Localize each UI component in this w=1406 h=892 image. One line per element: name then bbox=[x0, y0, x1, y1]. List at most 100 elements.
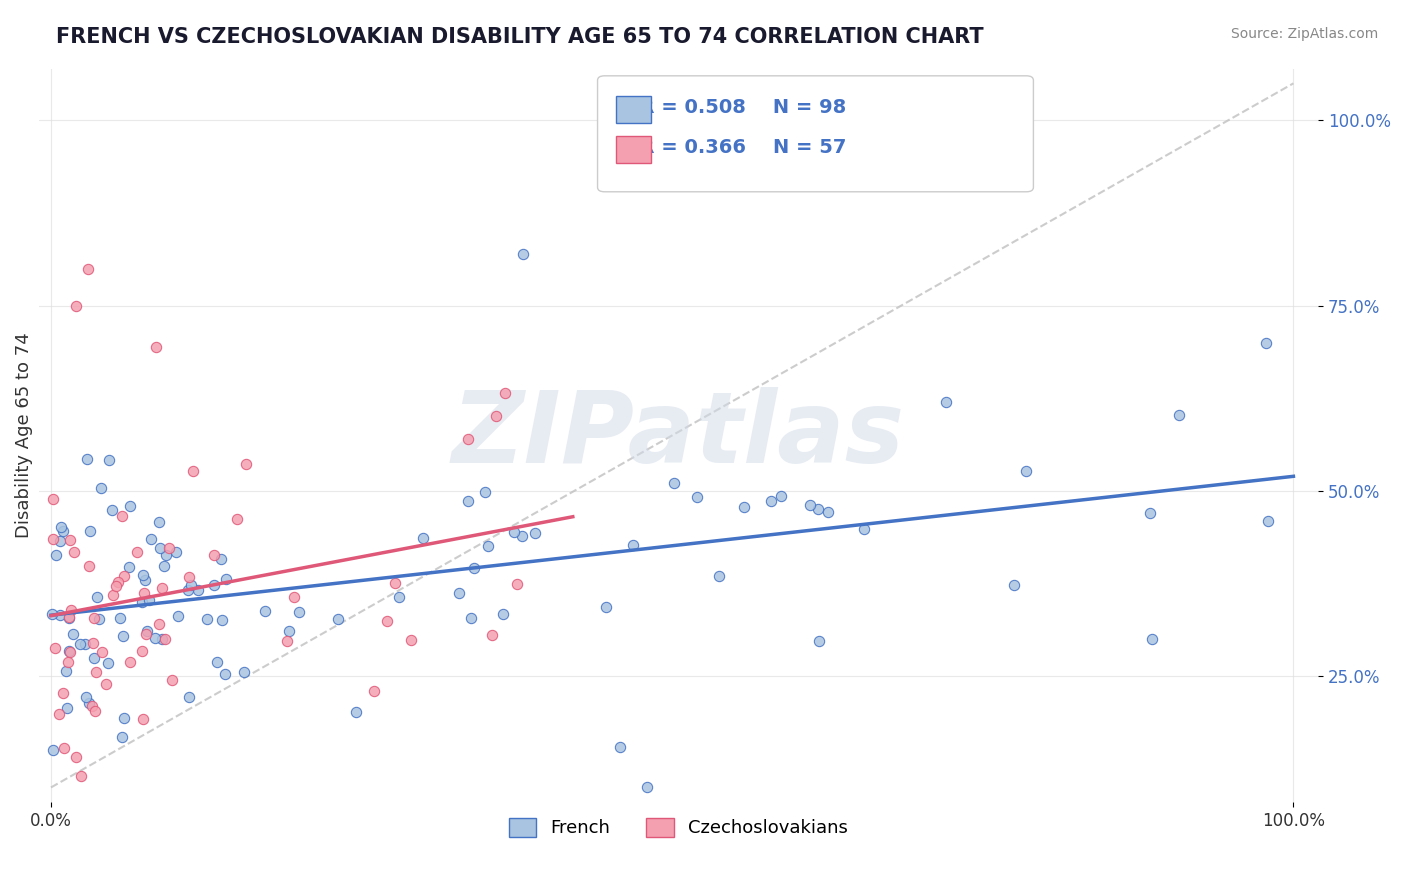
Point bbox=[235, 457, 257, 471]
Text: R = 0.366    N = 57: R = 0.366 N = 57 bbox=[626, 137, 846, 157]
Point bbox=[686, 490, 709, 504]
Point bbox=[481, 628, 503, 642]
Point bbox=[42, 532, 65, 546]
Text: Source: ZipAtlas.com: Source: ZipAtlas.com bbox=[1230, 27, 1378, 41]
Point bbox=[65, 299, 87, 313]
Point bbox=[761, 494, 783, 508]
Point bbox=[107, 575, 129, 590]
Point bbox=[138, 592, 160, 607]
Point bbox=[75, 690, 97, 704]
Point bbox=[42, 492, 65, 507]
Point bbox=[636, 780, 658, 795]
Point bbox=[769, 489, 792, 503]
Point bbox=[494, 386, 516, 401]
Point bbox=[384, 576, 406, 591]
Point bbox=[152, 632, 174, 646]
Point bbox=[1002, 578, 1025, 592]
Point bbox=[132, 586, 155, 600]
Point bbox=[460, 611, 482, 625]
Point bbox=[139, 532, 162, 546]
Point bbox=[187, 583, 209, 598]
Point bbox=[62, 627, 84, 641]
Point bbox=[160, 673, 183, 688]
Point bbox=[799, 498, 821, 512]
Point bbox=[180, 578, 202, 592]
Point bbox=[211, 613, 233, 627]
Point bbox=[94, 677, 117, 691]
Point bbox=[132, 567, 155, 582]
Point bbox=[492, 607, 515, 621]
Point bbox=[595, 600, 617, 615]
Point bbox=[42, 743, 65, 757]
Point bbox=[59, 644, 82, 658]
Point bbox=[807, 502, 830, 516]
Point bbox=[463, 561, 485, 575]
Point bbox=[65, 750, 87, 764]
Point bbox=[817, 505, 839, 519]
Point bbox=[177, 690, 200, 705]
Point bbox=[91, 645, 114, 659]
Point bbox=[195, 612, 218, 626]
Point bbox=[112, 568, 135, 582]
Point bbox=[853, 522, 876, 536]
Point bbox=[202, 578, 225, 592]
Point bbox=[288, 605, 311, 619]
Point bbox=[1139, 506, 1161, 520]
Point bbox=[41, 607, 63, 622]
Point bbox=[375, 614, 398, 628]
Point bbox=[215, 572, 238, 586]
Point bbox=[111, 508, 134, 523]
Point bbox=[207, 655, 229, 669]
Point bbox=[79, 558, 101, 573]
Point bbox=[127, 545, 149, 559]
Point bbox=[77, 261, 100, 276]
Point bbox=[344, 705, 367, 719]
Legend: French, Czechoslovakians: French, Czechoslovakians bbox=[502, 811, 855, 845]
Point bbox=[56, 655, 79, 669]
Point bbox=[86, 591, 108, 605]
Point bbox=[134, 574, 156, 588]
Point bbox=[157, 541, 180, 556]
Point bbox=[82, 635, 104, 649]
Point bbox=[512, 247, 534, 261]
Point bbox=[149, 541, 172, 555]
Point bbox=[399, 633, 422, 648]
Point bbox=[145, 631, 167, 645]
Point bbox=[89, 481, 111, 495]
Point bbox=[503, 525, 526, 540]
Point bbox=[177, 582, 200, 597]
Point bbox=[56, 700, 79, 714]
Point bbox=[276, 634, 298, 648]
Point bbox=[457, 494, 479, 508]
Point bbox=[105, 579, 128, 593]
Point bbox=[621, 538, 644, 552]
Text: R = 0.508    N = 98: R = 0.508 N = 98 bbox=[626, 97, 846, 117]
Y-axis label: Disability Age 65 to 74: Disability Age 65 to 74 bbox=[15, 333, 32, 538]
Point bbox=[363, 684, 385, 698]
Point bbox=[52, 686, 75, 700]
Point bbox=[935, 395, 957, 409]
Text: FRENCH VS CZECHOSLOVAKIAN DISABILITY AGE 65 TO 74 CORRELATION CHART: FRENCH VS CZECHOSLOVAKIAN DISABILITY AGE… bbox=[56, 27, 984, 46]
Point bbox=[100, 503, 122, 517]
Point bbox=[49, 520, 72, 534]
Point bbox=[44, 641, 66, 656]
Point bbox=[131, 595, 153, 609]
Point bbox=[202, 548, 225, 562]
Point bbox=[1140, 632, 1163, 647]
Point bbox=[148, 616, 170, 631]
Point bbox=[53, 741, 76, 756]
Point bbox=[733, 500, 755, 514]
Point bbox=[145, 340, 167, 354]
Point bbox=[148, 515, 170, 529]
Point bbox=[118, 560, 141, 574]
Point bbox=[474, 484, 496, 499]
Point bbox=[77, 696, 100, 710]
Point bbox=[108, 611, 131, 625]
Point bbox=[69, 636, 91, 650]
Point bbox=[59, 602, 82, 616]
Point bbox=[69, 769, 91, 783]
Point bbox=[165, 545, 187, 559]
Point bbox=[118, 655, 141, 669]
Point bbox=[609, 739, 631, 754]
Point bbox=[135, 624, 157, 638]
